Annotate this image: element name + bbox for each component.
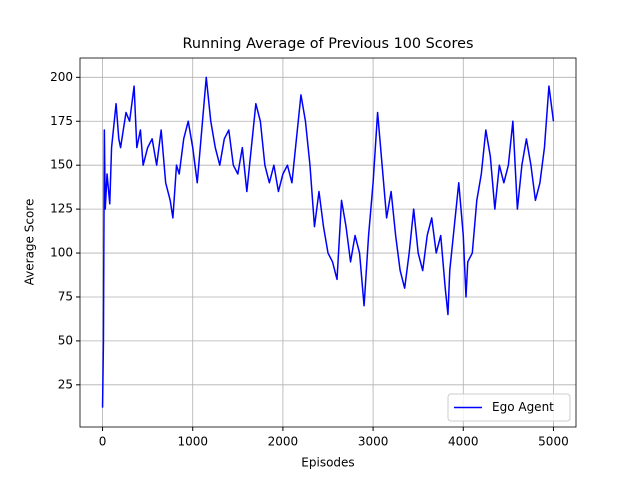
y-axis-label: Average Score bbox=[23, 199, 37, 286]
y-tick-label: 75 bbox=[58, 289, 73, 303]
y-tick-label: 50 bbox=[58, 333, 73, 347]
line-series bbox=[101, 76, 555, 408]
x-tick-label: 3000 bbox=[358, 435, 389, 449]
legend-label: Ego Agent bbox=[492, 400, 554, 414]
x-tick-label: 4000 bbox=[448, 435, 479, 449]
x-tick-label: 1000 bbox=[177, 435, 208, 449]
y-tick-label: 25 bbox=[58, 377, 73, 391]
y-tick-label: 125 bbox=[50, 202, 73, 216]
plot-frame bbox=[79, 57, 577, 428]
x-tick-label: 2000 bbox=[268, 435, 299, 449]
y-tick-label: 150 bbox=[50, 158, 73, 172]
x-tick-label: 0 bbox=[99, 435, 107, 449]
y-tick-label: 100 bbox=[50, 246, 73, 260]
y-tick-label: 175 bbox=[50, 114, 73, 128]
x-tick-label: 5000 bbox=[538, 435, 569, 449]
chart-title: Running Average of Previous 100 Scores bbox=[183, 36, 474, 52]
y-tick-label: 200 bbox=[50, 70, 73, 84]
x-axis-label: Episodes bbox=[301, 456, 354, 470]
legend-box bbox=[447, 393, 571, 422]
